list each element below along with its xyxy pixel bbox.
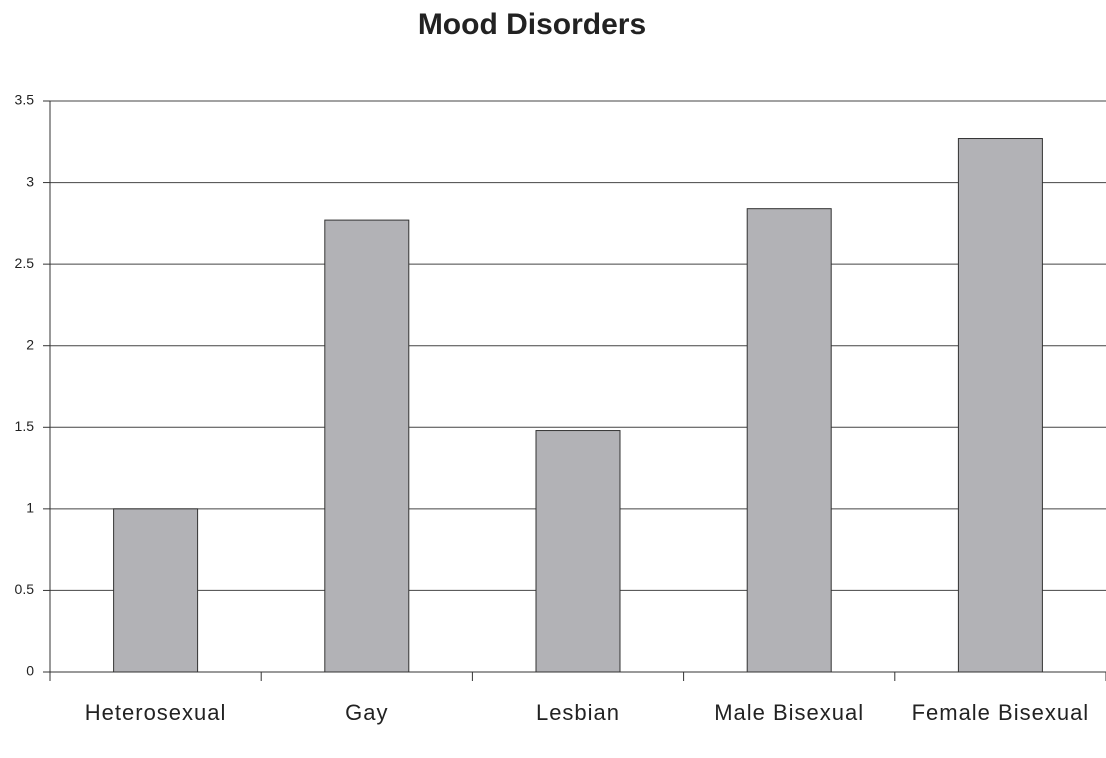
x-label-box: Female Bisexual [911,700,1090,725]
y-tick-label: 0.5 [15,581,35,597]
x-label-box: Lesbian [535,700,621,725]
bar [746,208,832,673]
x-tick-label: Gay [345,700,389,725]
x-label-box: Heterosexual [84,700,227,725]
bar [324,219,410,673]
y-tick-label: 1.5 [15,418,35,434]
y-tick-label: 2 [26,336,34,352]
bar [957,138,1043,673]
x-tick-label: Heterosexual [84,700,227,725]
y-tick-label: 2.5 [15,255,35,271]
x-label-box: Gay [345,700,389,725]
y-tick-label: 3 [26,173,34,189]
x-tick-label: Lesbian [535,700,621,725]
y-tick-label: 1 [26,500,34,516]
x-label-box: Male Bisexual [714,700,865,725]
bar [535,430,621,673]
chart-title: Mood Disorders [418,8,646,41]
y-tick-label: 0 [26,663,34,679]
bar [113,508,199,673]
y-tick-label: 3.5 [15,92,35,108]
x-tick-label: Female Bisexual [911,700,1090,725]
x-tick-label: Male Bisexual [714,700,865,725]
